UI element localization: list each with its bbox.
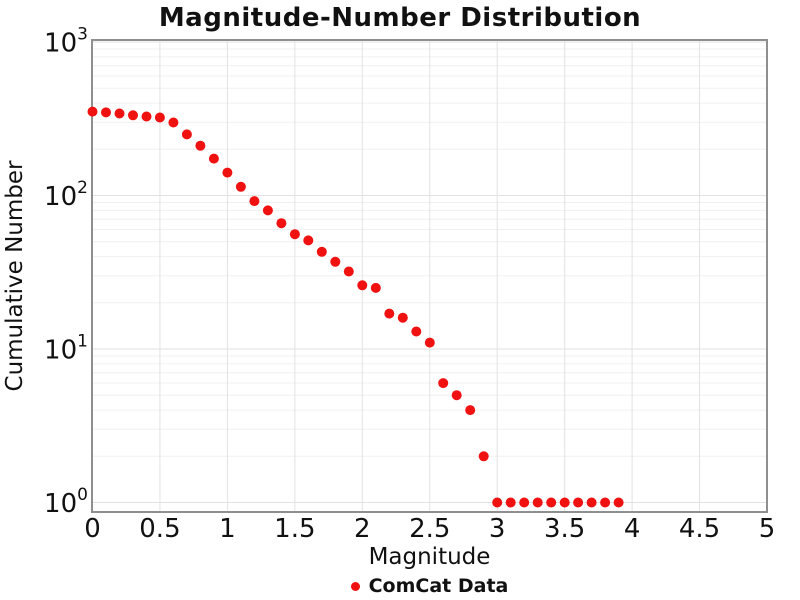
data-point [492, 497, 503, 508]
legend-marker-icon [350, 581, 360, 591]
data-point [478, 451, 489, 462]
x-tick-label: 0.5 [139, 514, 180, 544]
plot-border [91, 39, 768, 513]
legend: ComCat Data [92, 574, 767, 598]
data-point [559, 497, 570, 508]
data-point [222, 167, 233, 178]
data-point [181, 129, 192, 140]
data-point [465, 405, 476, 416]
data-point [451, 390, 462, 401]
data-point [154, 112, 165, 123]
data-point [411, 326, 422, 337]
data-point [546, 497, 557, 508]
data-point [262, 205, 273, 216]
x-tick-label: 3 [489, 514, 506, 544]
data-point [276, 218, 287, 229]
data-point [141, 111, 152, 122]
y-axis-label: Cumulative Number [2, 160, 28, 392]
x-tick-label: 4.5 [679, 514, 720, 544]
x-tick-label: 4 [624, 514, 641, 544]
data-point [613, 497, 624, 508]
data-point [168, 117, 179, 128]
data-point [235, 181, 246, 192]
x-tick-label: 0 [84, 514, 101, 544]
data-point [249, 196, 260, 207]
y-tick-label: 100 [44, 485, 88, 519]
data-point [289, 229, 300, 240]
data-point [208, 153, 219, 164]
x-tick-label: 1.5 [274, 514, 315, 544]
x-axis-label: Magnitude [368, 544, 491, 570]
data-point [397, 312, 408, 323]
data-point [370, 282, 381, 293]
data-point [303, 235, 314, 246]
data-point [101, 107, 111, 118]
data-point [195, 140, 206, 151]
x-tick-label: 3.5 [544, 514, 585, 544]
data-point [573, 497, 584, 508]
y-tick-label: 103 [44, 25, 88, 59]
data-point [519, 497, 530, 508]
x-tick-label: 2.5 [409, 514, 450, 544]
y-tick-label: 102 [44, 178, 88, 212]
legend-label: ComCat Data [368, 575, 509, 597]
data-point [586, 497, 597, 508]
chart-title: Magnitude-Number Distribution [158, 3, 642, 33]
x-tick-label: 5 [759, 514, 776, 544]
data-point [384, 308, 395, 319]
data-point [330, 256, 341, 267]
y-tick-label: 101 [44, 332, 88, 366]
data-point [343, 266, 354, 277]
data-point [128, 110, 138, 121]
data-point [532, 497, 543, 508]
data-point [505, 497, 516, 508]
x-tick-label: 1 [219, 514, 236, 544]
data-point [424, 337, 435, 348]
data-point [87, 106, 98, 117]
data-point [600, 497, 611, 508]
data-point [316, 246, 327, 257]
data-point [438, 378, 449, 389]
data-point [357, 280, 368, 291]
x-tick-label: 2 [354, 514, 371, 544]
data-point [114, 108, 125, 119]
